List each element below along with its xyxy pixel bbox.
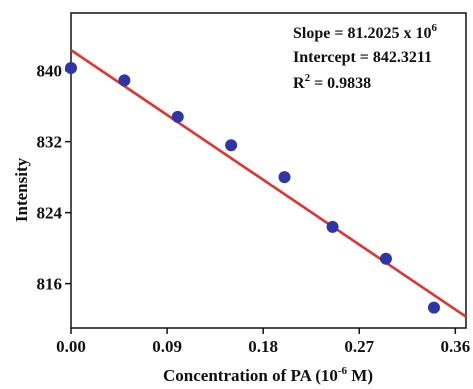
fit-line — [70, 49, 467, 318]
r2-sup: 2 — [305, 72, 311, 84]
x-tick-label: 0.00 — [56, 337, 86, 356]
r2-tail: = 0.9838 — [310, 75, 371, 92]
y-tick-label: 840 — [37, 62, 63, 81]
fit-line-group — [70, 49, 467, 318]
y-axis-title: Intensity — [12, 157, 31, 222]
r2-annotation: R2 = 0.9838 — [293, 72, 371, 92]
y-tick-label: 824 — [37, 204, 63, 223]
data-point — [326, 220, 339, 233]
x-axis-title-tail: M) — [347, 366, 373, 385]
plot-frame — [70, 12, 467, 329]
data-point — [118, 74, 131, 87]
y-tick-label: 816 — [37, 275, 63, 294]
x-axis-title-main: Concentration of PA (10 — [163, 366, 338, 385]
x-tick-label: 0.36 — [440, 337, 470, 356]
x-tick-label: 0.27 — [344, 337, 374, 356]
x-tick-label: 0.09 — [152, 337, 182, 356]
slope-annotation: Slope = 81.2025 x 106 — [293, 22, 437, 42]
intercept-annotation: Intercept = 842.3211 — [293, 49, 432, 66]
r2-prefix: R — [293, 75, 305, 92]
slope-text: Slope = 81.2025 x 10 — [293, 25, 431, 42]
data-point — [379, 252, 392, 265]
axis-ticks: 0.00 0.09 0.18 0.27 0.36 816 824 832 840 — [37, 62, 471, 356]
data-point — [225, 139, 238, 152]
x-tick-label: 0.18 — [248, 337, 278, 356]
data-point — [65, 62, 77, 75]
x-axis-title: Concentration of PA (10-6 M) — [163, 365, 373, 385]
data-points — [65, 62, 440, 314]
data-point — [427, 301, 440, 314]
x-axis-title-sup: -6 — [338, 365, 348, 377]
slope-sup: 6 — [431, 22, 437, 34]
data-point — [171, 110, 184, 123]
data-point — [278, 171, 291, 184]
y-tick-label: 832 — [37, 133, 63, 152]
